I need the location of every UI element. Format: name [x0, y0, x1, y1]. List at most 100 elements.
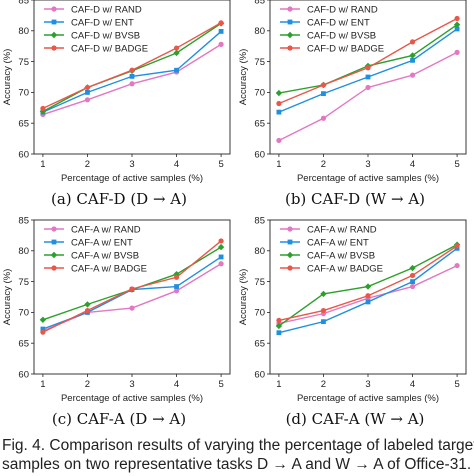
y-tick-label: 80	[18, 246, 29, 257]
subcaption-b: (b) CAF-D (W → A)	[284, 190, 426, 208]
data-point	[454, 15, 460, 22]
y-axis-label: Accuracy (%)	[238, 269, 249, 325]
x-tick-label: 4	[174, 379, 179, 390]
y-tick-label: 85	[254, 0, 265, 6]
chart-4: 1 2 3 4 5 60 65 70 75 80 85 Percentage of active sa…	[238, 215, 467, 404]
data-point	[276, 330, 282, 336]
y-tick-label: 80	[18, 26, 29, 37]
data-point	[85, 90, 90, 95]
data-point	[409, 283, 416, 290]
data-point	[276, 109, 282, 115]
data-point	[218, 29, 224, 34]
y-tick-label: 85	[18, 215, 29, 226]
legend-label: CAF-D w/ BADGE	[71, 43, 148, 54]
data-point	[129, 286, 135, 292]
data-point	[410, 57, 415, 63]
data-point	[410, 279, 415, 284]
data-point	[129, 73, 135, 79]
y-tick-label: 85	[254, 215, 265, 226]
chart-3: 1 2 3 4 5 60 65 70 75 80 85 Percentage of active sa…	[2, 215, 231, 404]
legend-label: CAF-A w/ ENT	[307, 237, 369, 248]
data-point	[173, 274, 180, 280]
x-tick-label: 3	[129, 159, 134, 170]
data-point	[365, 84, 371, 91]
data-point	[275, 89, 283, 97]
data-point	[409, 52, 416, 59]
legend-label: CAF-D w/ RAND	[71, 4, 142, 15]
y-tick-label: 80	[254, 246, 265, 257]
data-point	[129, 305, 135, 311]
x-axis-label: Percentage of active samples (%)	[297, 393, 439, 404]
data-point	[129, 67, 135, 73]
y-tick-label: 85	[18, 0, 29, 6]
legend-label: CAF-A w/ BVSB	[307, 250, 375, 261]
data-point	[276, 137, 282, 144]
data-point	[409, 72, 416, 78]
legend-marker	[287, 226, 293, 232]
y-tick-label: 80	[254, 26, 265, 37]
legend-marker	[286, 31, 294, 39]
data-point	[84, 307, 91, 314]
x-tick-label: 2	[321, 379, 326, 390]
data-point	[454, 49, 460, 55]
x-tick-label: 3	[365, 379, 370, 390]
data-point	[453, 21, 461, 28]
legend-label: CAF-A w/ BVSB	[71, 250, 139, 261]
y-tick-label: 70	[18, 88, 29, 99]
data-point	[218, 238, 224, 244]
y-tick-label: 65	[254, 119, 265, 130]
data-point	[39, 108, 47, 115]
x-axis-label: Percentage of active samples (%)	[61, 393, 203, 404]
legend-marker	[51, 226, 57, 232]
x-tick-label: 1	[40, 379, 45, 390]
y-tick-label: 75	[18, 277, 29, 288]
data-point	[129, 81, 135, 87]
data-point	[320, 290, 327, 298]
x-axis-label: Percentage of active samples (%)	[61, 173, 203, 184]
data-point	[218, 41, 224, 47]
legend-label: CAF-D w/ ENT	[307, 17, 370, 28]
legend-label: CAF-A w/ RAND	[71, 224, 141, 235]
legend-label: CAF-A w/ BADGE	[71, 263, 147, 274]
data-point	[409, 39, 416, 45]
legend-label: CAF-D w/ BADGE	[307, 43, 384, 54]
data-point	[217, 243, 225, 251]
data-point	[409, 272, 416, 279]
x-tick-label: 5	[218, 159, 223, 170]
legend-marker	[50, 31, 58, 39]
x-axis-label: Percentage of active samples (%)	[297, 173, 439, 184]
series-line-2	[278, 28, 458, 113]
legend-marker	[287, 265, 293, 271]
x-tick-label: 4	[174, 159, 179, 170]
y-tick-label: 70	[254, 88, 265, 99]
x-tick-label: 1	[276, 159, 281, 170]
subcaption-d: (d) CAF-A (W → A)	[285, 410, 425, 428]
x-tick-label: 5	[454, 159, 459, 170]
y-tick-label: 75	[254, 57, 265, 68]
legend-marker	[286, 251, 294, 259]
y-tick-label: 75	[18, 57, 29, 68]
y-tick-label: 70	[18, 308, 29, 319]
legend-label: CAF-D w/ BVSB	[71, 30, 140, 41]
y-tick-label: 60	[18, 369, 29, 380]
data-point	[320, 115, 327, 121]
data-point	[218, 261, 224, 267]
x-tick-label: 3	[129, 379, 134, 390]
data-point	[365, 299, 371, 305]
x-tick-label: 1	[276, 379, 281, 390]
data-point	[174, 67, 179, 73]
y-tick-label: 65	[18, 339, 29, 350]
data-point	[276, 317, 282, 324]
legend-marker	[51, 19, 57, 25]
figure-caption: Fig. 4. Comparison results of varying th…	[2, 436, 474, 474]
chart-2: 1 2 3 4 5 60 65 70 75 80 85 Percentage of active sa…	[238, 0, 467, 184]
y-tick-label: 65	[254, 339, 265, 350]
legend-marker	[287, 6, 293, 12]
legend-marker	[50, 251, 58, 259]
legend-label: CAF-D w/ BVSB	[307, 30, 376, 41]
figure-caption-line-2: samples on two representative tasks D → …	[2, 456, 472, 473]
y-tick-label: 70	[254, 308, 265, 319]
figure-caption-line-1: Fig. 4. Comparison results of varying th…	[2, 437, 474, 454]
data-point	[173, 45, 180, 51]
